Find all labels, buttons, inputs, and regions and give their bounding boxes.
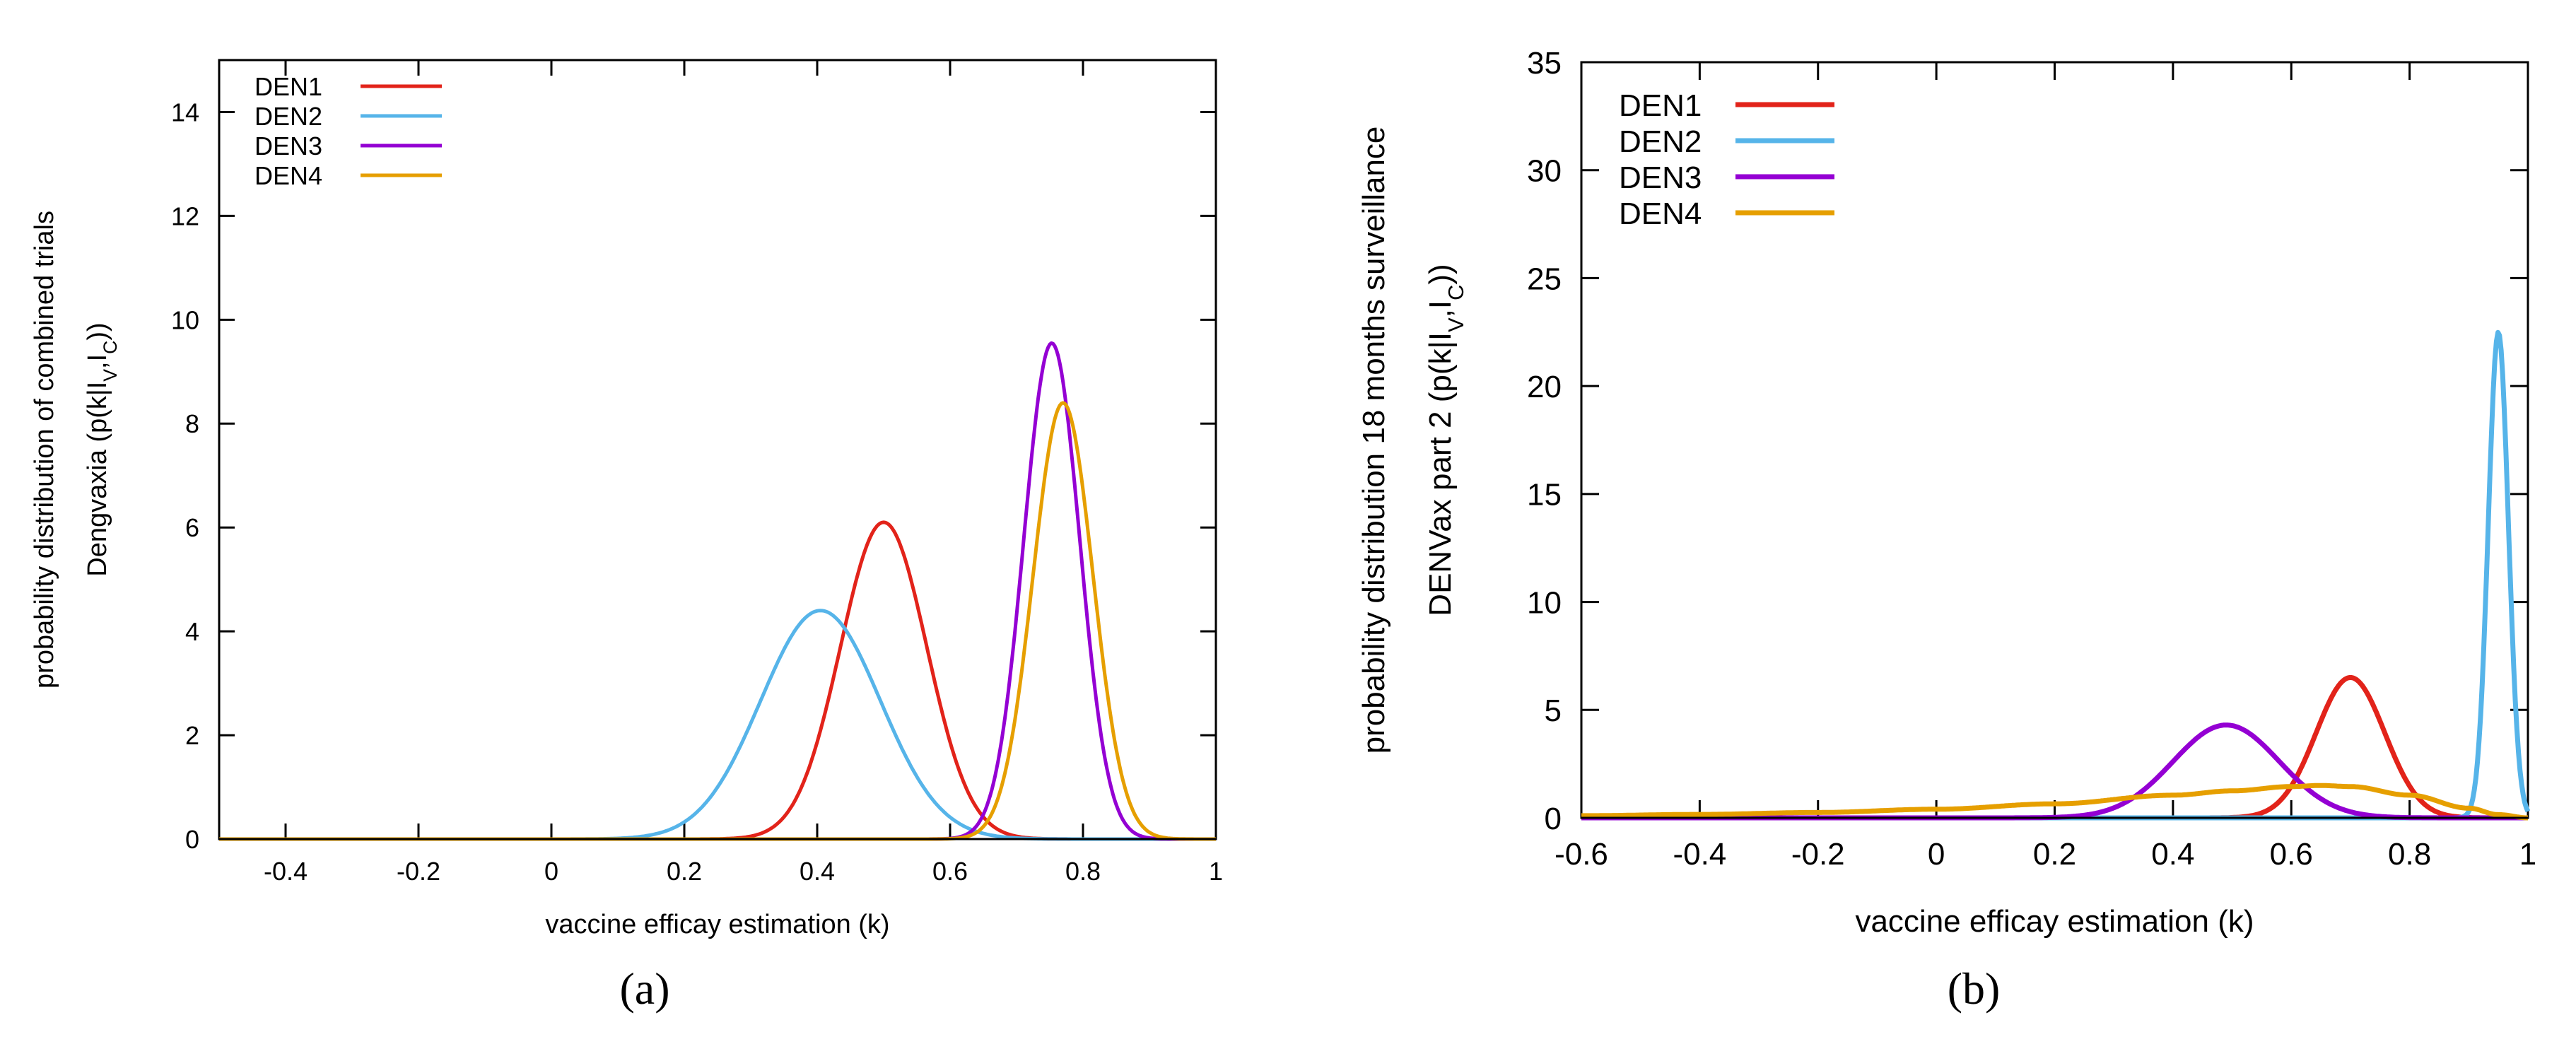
y-tick-label: 15	[1527, 478, 1562, 512]
x-tick-label: 1	[1209, 857, 1223, 886]
panel-a-y-axis-label: probability distribution of combined tri…	[30, 211, 121, 688]
panel-b-y-axis-label: probability distribution 18 months surve…	[1357, 127, 1468, 754]
series-line-den4	[218, 401, 1217, 841]
y-tick-label: 8	[185, 409, 199, 438]
y-tick-label: 0	[185, 825, 199, 854]
y-tick-label: 12	[171, 201, 199, 230]
x-tick-label: -0.2	[1791, 837, 1845, 872]
panel-b-caption: (b)	[1947, 963, 2001, 1014]
panel-b-x-axis-label: vaccine efficay estimation (k)	[1855, 904, 2254, 939]
y-tick-label: 25	[1527, 262, 1562, 296]
y-tick-label: 0	[1545, 802, 1562, 836]
y-tick-label: 2	[185, 721, 199, 750]
y-axis-label-line1: probability distribution 18 months surve…	[1357, 127, 1391, 754]
legend-label-den1: DEN1	[254, 72, 322, 101]
panel-a-x-axis-label: vaccine efficay estimation (k)	[545, 910, 889, 939]
x-tick-label: 0.6	[932, 857, 968, 886]
x-tick-label: -0.2	[397, 857, 440, 886]
legend-label-den2: DEN2	[1619, 124, 1702, 159]
x-tick-label: 0.2	[2033, 837, 2076, 872]
x-tick-label: 1	[2519, 837, 2536, 872]
x-tick-label: 0	[544, 857, 558, 886]
panel-b-chart: -0.6 -0.4 -0.2 0 0.2 0.4 0.6 0.8 105101520253035…	[1357, 46, 2536, 939]
y-tick-label: 20	[1527, 370, 1562, 404]
x-tick-label: 0.6	[2270, 837, 2313, 872]
series-line-den3	[218, 341, 1217, 841]
x-tick-label: -0.4	[264, 857, 308, 886]
panel-a-curves	[218, 341, 1217, 841]
y-tick-label: 35	[1527, 46, 1562, 81]
x-tick-label: 0.8	[1065, 857, 1101, 886]
panel-b-plot-frame	[1580, 61, 2529, 819]
panel-b-curves	[1580, 329, 2531, 821]
y-tick-label: 4	[185, 617, 199, 646]
y-tick-label: 30	[1527, 154, 1562, 189]
y-tick-label: 10	[1527, 585, 1562, 620]
x-tick-label: -0.6	[1555, 837, 1608, 872]
series-line-den2	[1580, 329, 2531, 821]
legend-label-den1: DEN1	[1619, 88, 1702, 123]
series-line-den1	[218, 520, 1217, 841]
legend-label-den3: DEN3	[254, 131, 322, 160]
legend-label-den4: DEN4	[1619, 197, 1702, 231]
legend-label-den3: DEN3	[1619, 160, 1702, 195]
series-line-den2	[218, 609, 1217, 841]
x-tick-label: -0.4	[1673, 837, 1726, 872]
y-tick-label: 6	[185, 513, 199, 542]
y-axis-label-line2: Dengvaxia (p(k|IV,IC))	[83, 322, 121, 576]
x-tick-label: 0.2	[667, 857, 702, 886]
legend-label-den2: DEN2	[254, 102, 322, 131]
x-tick-label: 0.8	[2388, 837, 2431, 872]
x-tick-label: 0.4	[2151, 837, 2194, 872]
y-tick-label: 14	[171, 98, 199, 127]
x-tick-label: 0.4	[800, 857, 835, 886]
y-tick-label: 5	[1545, 693, 1562, 728]
series-line-den4	[1580, 783, 2529, 821]
y-axis-label-line1: probability distribution of combined tri…	[30, 211, 59, 688]
panel-a-caption: (a)	[619, 963, 670, 1014]
legend-label-den4: DEN4	[254, 161, 322, 190]
x-tick-label: 0	[1928, 837, 1945, 872]
series-line-den1	[1580, 675, 2529, 821]
y-axis-label-line2: DENVax part 2 (p(k|IV,IC))	[1423, 264, 1468, 616]
y-tick-label: 10	[171, 305, 199, 334]
